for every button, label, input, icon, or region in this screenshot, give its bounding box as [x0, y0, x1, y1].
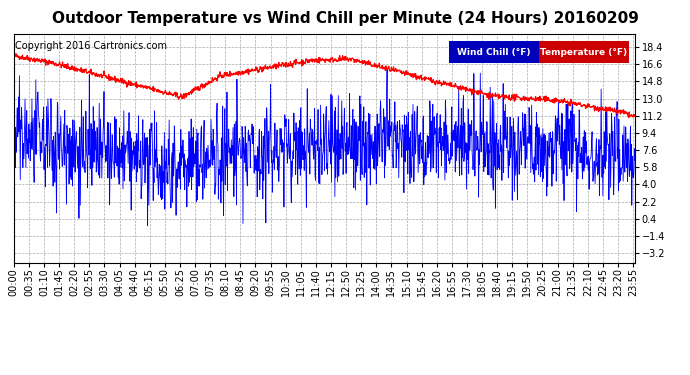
FancyBboxPatch shape — [539, 40, 629, 63]
Text: Wind Chill (°F): Wind Chill (°F) — [457, 48, 531, 57]
Text: Temperature (°F): Temperature (°F) — [540, 48, 627, 57]
Text: Outdoor Temperature vs Wind Chill per Minute (24 Hours) 20160209: Outdoor Temperature vs Wind Chill per Mi… — [52, 11, 638, 26]
Text: Copyright 2016 Cartronics.com: Copyright 2016 Cartronics.com — [15, 40, 167, 51]
FancyBboxPatch shape — [448, 40, 539, 63]
